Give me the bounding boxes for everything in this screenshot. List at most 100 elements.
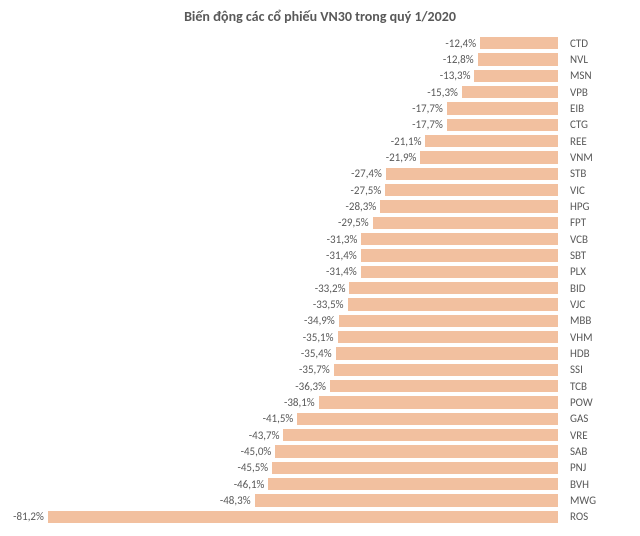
ticker-label: VNM — [558, 151, 620, 164]
chart-row: -21,1% REE — [24, 133, 620, 149]
bar-area: -12,4% — [24, 35, 558, 51]
bar — [462, 86, 558, 98]
bar — [272, 462, 558, 474]
chart-row: -35,1%VHM — [24, 329, 620, 345]
bar — [348, 298, 558, 310]
bar-area: -48,3% — [24, 492, 558, 508]
plot-area: -12,4%CTD-12,8%NVL-13,3%MSN-15,3%VPB-17,… — [24, 35, 620, 525]
value-label: -81,2% — [13, 509, 44, 525]
bar-area: -28,3% — [24, 198, 558, 214]
ticker-label: ROS — [558, 510, 620, 523]
ticker-label: POW — [558, 396, 620, 409]
ticker-label: CTG — [558, 118, 620, 131]
bar — [275, 445, 558, 457]
ticker-label: VJC — [558, 298, 620, 311]
bar — [330, 380, 558, 392]
bar — [420, 151, 558, 163]
chart-row: -33,5%VJC — [24, 296, 620, 312]
value-label: -17,7% — [412, 117, 443, 133]
ticker-label: VCB — [558, 233, 620, 246]
value-label: -15,3% — [427, 84, 458, 100]
ticker-label: MWG — [558, 494, 620, 507]
chart-row: -12,4% CTD — [24, 35, 620, 51]
bar-area: -35,7% — [24, 362, 558, 378]
ticker-label: HDB — [558, 347, 620, 360]
bar — [447, 102, 558, 114]
bar-area: -35,4% — [24, 345, 558, 361]
bar-area: -21,1% — [24, 133, 558, 149]
chart-row: -12,8%NVL — [24, 51, 620, 67]
chart-row: -38,1% POW — [24, 394, 620, 410]
bar — [474, 70, 558, 82]
bar — [336, 347, 558, 359]
chart-row: -45,5%PNJ — [24, 460, 620, 476]
bar-area: -31,3% — [24, 231, 558, 247]
ticker-label: VIC — [558, 184, 620, 197]
value-label: -45,0% — [241, 443, 272, 459]
bar — [380, 200, 558, 212]
bar-area: -33,2% — [24, 280, 558, 296]
chart-row: -41,5%GAS — [24, 411, 620, 427]
bar — [334, 364, 558, 376]
value-label: -46,1% — [234, 476, 265, 492]
ticker-label: FPT — [558, 216, 620, 229]
ticker-label: REE — [558, 135, 620, 148]
value-label: -38,1% — [284, 394, 315, 410]
value-label: -27,4% — [351, 166, 382, 182]
bar-area: -17,7% — [24, 100, 558, 116]
ticker-label: SBT — [558, 249, 620, 262]
ticker-label: VHM — [558, 331, 620, 344]
bar — [447, 119, 558, 131]
value-label: -31,4% — [326, 264, 357, 280]
bar — [48, 511, 558, 523]
value-label: -21,1% — [391, 133, 422, 149]
value-label: -35,7% — [299, 362, 330, 378]
value-label: -27,5% — [351, 182, 382, 198]
ticker-label: MSN — [558, 69, 620, 82]
bar-area: -35,1% — [24, 329, 558, 345]
ticker-label: CTD — [558, 37, 620, 50]
bar — [385, 184, 558, 196]
bar — [338, 331, 559, 343]
vn30-bar-chart: Biến động các cổ phiếu VN30 trong quý 1/… — [0, 0, 640, 536]
value-label: -13,3% — [440, 68, 471, 84]
value-label: -31,3% — [327, 231, 358, 247]
value-label: -12,4% — [445, 35, 476, 51]
bar — [361, 266, 558, 278]
bar — [480, 37, 558, 49]
value-label: -41,5% — [263, 411, 294, 427]
chart-row: -45,0% SAB — [24, 443, 620, 459]
bar — [283, 429, 558, 441]
bar-area: -45,5% — [24, 460, 558, 476]
bar-area: -12,8% — [24, 51, 558, 67]
bar — [339, 315, 558, 327]
bar-area: -41,5% — [24, 411, 558, 427]
ticker-label: SAB — [558, 445, 620, 458]
ticker-label: VPB — [558, 86, 620, 99]
ticker-label: TCB — [558, 380, 620, 393]
bar-area: -46,1% — [24, 476, 558, 492]
bar-area: -17,7% — [24, 117, 558, 133]
bar-area: -45,0% — [24, 443, 558, 459]
chart-row: -31,4%PLX — [24, 264, 620, 280]
bar-area: -81,2% — [24, 509, 558, 525]
bar-area: -43,7% — [24, 427, 558, 443]
ticker-label: STB — [558, 167, 620, 180]
chart-row: -36,3%TCB — [24, 378, 620, 394]
chart-row: -27,4% STB — [24, 166, 620, 182]
value-label: -29,5% — [338, 215, 369, 231]
chart-row: -27,5% VIC — [24, 182, 620, 198]
ticker-label: MBB — [558, 314, 620, 327]
chart-title: Biến động các cổ phiếu VN30 trong quý 1/… — [0, 0, 640, 35]
value-label: -31,4% — [326, 247, 357, 263]
bar-area: -21,9% — [24, 149, 558, 165]
ticker-label: NVL — [558, 53, 620, 66]
chart-row: -21,9%VNM — [24, 149, 620, 165]
value-label: -45,5% — [237, 460, 268, 476]
value-label: -35,4% — [301, 345, 332, 361]
value-label: -33,2% — [315, 280, 346, 296]
value-label: -17,7% — [412, 100, 443, 116]
bar-area: -38,1% — [24, 394, 558, 410]
bar-area: -33,5% — [24, 296, 558, 312]
bar-area: -27,5% — [24, 182, 558, 198]
